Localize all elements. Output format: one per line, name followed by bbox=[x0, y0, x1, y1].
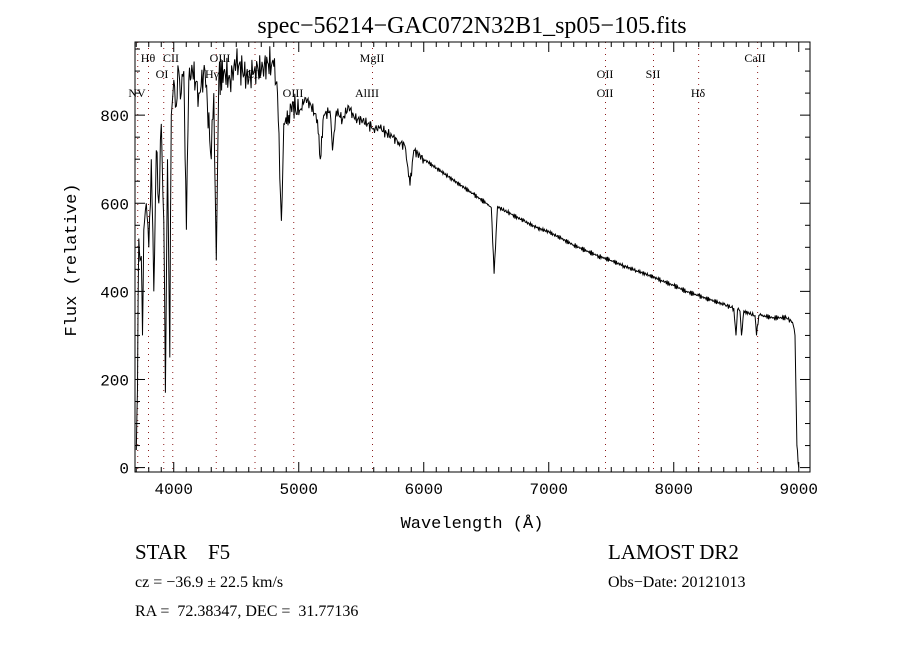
redshift-velocity: cz = −36.9 ± 22.5 km/s bbox=[135, 574, 284, 591]
marker-label: OII bbox=[597, 86, 614, 100]
marker-label: SII bbox=[646, 67, 661, 81]
x-tick-label: 7000 bbox=[530, 481, 568, 499]
observation-date: Obs−Date: 20121013 bbox=[608, 574, 746, 591]
spectrum-series bbox=[135, 46, 800, 468]
marker-label: CaII bbox=[744, 51, 765, 65]
object-class: STAR F5 bbox=[135, 540, 231, 564]
spectrum-line bbox=[135, 46, 800, 468]
marker-label: MgII bbox=[360, 51, 385, 65]
coordinates: RA = 72.38347, DEC = 31.77136 bbox=[135, 603, 359, 620]
y-tick-label: 600 bbox=[100, 196, 129, 214]
marker-label: Hγ bbox=[205, 67, 220, 81]
y-tick-label: 400 bbox=[100, 284, 129, 302]
marker-label: Hθ bbox=[141, 51, 156, 65]
x-tick-label: 5000 bbox=[280, 481, 318, 499]
y-tick-label: 800 bbox=[100, 108, 129, 126]
marker-label: OIII bbox=[210, 51, 231, 65]
marker-label: AlIII bbox=[355, 86, 379, 100]
x-tick-label: 6000 bbox=[405, 481, 443, 499]
chart-title: spec−56214−GAC072N32B1_sp05−105.fits bbox=[257, 13, 686, 39]
marker-label: Hδ bbox=[691, 86, 706, 100]
y-tick-label: 0 bbox=[119, 461, 129, 479]
x-tick-label: 8000 bbox=[655, 481, 693, 499]
plot-frame bbox=[134, 41, 811, 473]
marker-label: OIII bbox=[283, 86, 304, 100]
x-tick-label: 4000 bbox=[155, 481, 193, 499]
survey-name: LAMOST DR2 bbox=[608, 540, 739, 564]
x-axis-label: Wavelength (Å) bbox=[401, 515, 544, 534]
marker-label: CII bbox=[163, 51, 179, 65]
marker-label: OII bbox=[597, 67, 614, 81]
y-tick-label: 200 bbox=[100, 372, 129, 390]
axis-ticks: 4000 5000 6000 7000 8000 9000 0 200 400 600 800 bbox=[100, 42, 818, 499]
y-axis-label: Flux (relative) bbox=[63, 183, 82, 336]
x-tick-label: 9000 bbox=[780, 481, 818, 499]
marker-label: OI bbox=[156, 67, 169, 81]
